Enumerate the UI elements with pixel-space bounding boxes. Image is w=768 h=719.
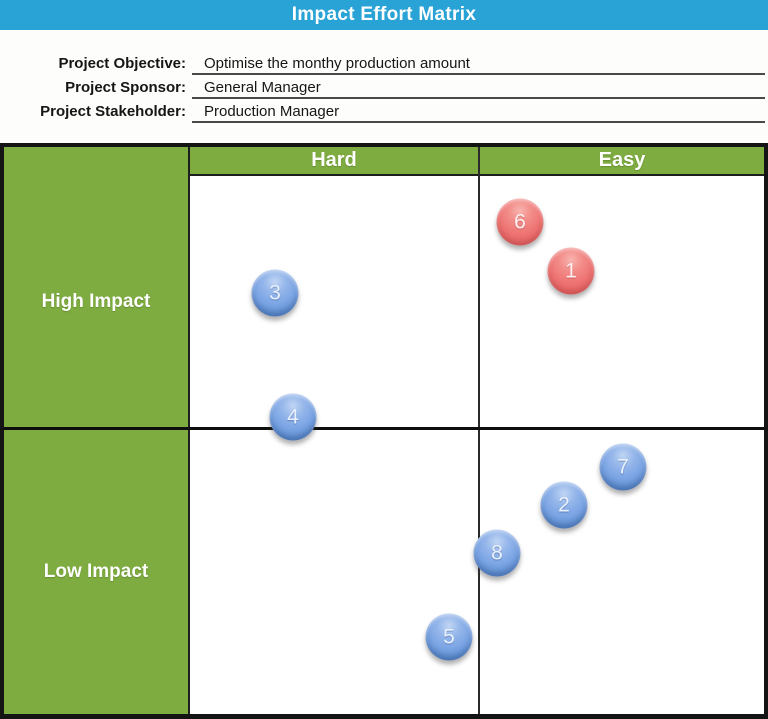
effort-header-easy: Easy — [480, 147, 764, 176]
impact-label-low: Low Impact — [43, 561, 149, 582]
project-stakeholder-field[interactable]: Production Manager — [192, 100, 765, 123]
project-objective-label: Project Objective: — [58, 55, 186, 72]
bubble-1[interactable]: 1 — [547, 247, 595, 295]
impact-label-high: High Impact — [41, 290, 151, 312]
project-objective-row: Project Objective: Optimise the monthy p… — [0, 52, 765, 75]
bubble-4[interactable]: 4 — [269, 393, 317, 441]
bubble-2[interactable]: 2 — [540, 481, 588, 529]
impact-effort-matrix: High Impact Low Impact Hard Easy 1 2 3 4 5 6 7… — [0, 143, 768, 719]
bubble-layer: 1 2 3 4 5 6 7 8 — [4, 147, 764, 714]
page-title: Impact Effort Matrix — [291, 4, 477, 25]
bubble-7[interactable]: 7 — [599, 443, 647, 491]
project-stakeholder-row: Project Stakeholder: Production Manager — [0, 100, 765, 123]
bubble-8[interactable]: 8 — [473, 529, 521, 577]
project-sponsor-row: Project Sponsor: General Manager — [0, 76, 765, 99]
effort-header-hard: Hard — [190, 147, 478, 176]
bubble-3[interactable]: 3 — [251, 269, 299, 317]
title-bar: Impact Effort Matrix — [0, 0, 768, 30]
project-stakeholder-label: Project Stakeholder: — [40, 103, 186, 120]
project-objective-field[interactable]: Optimise the monthy production amount — [192, 52, 765, 75]
bubble-5[interactable]: 5 — [425, 613, 473, 661]
impact-divider-line — [4, 427, 764, 430]
bubble-6[interactable]: 6 — [496, 198, 544, 246]
impact-axis-column: High Impact Low Impact — [4, 147, 190, 714]
effort-divider-line — [478, 147, 480, 714]
project-sponsor-field[interactable]: General Manager — [192, 76, 765, 99]
project-sponsor-label: Project Sponsor: — [65, 79, 186, 96]
